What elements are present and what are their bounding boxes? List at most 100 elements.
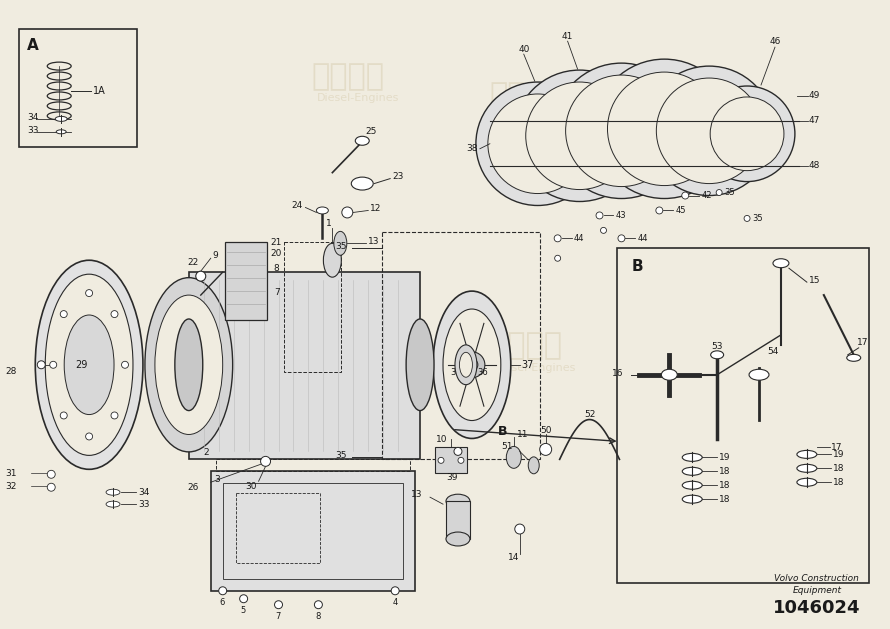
Text: 43: 43: [616, 211, 626, 220]
Ellipse shape: [446, 532, 470, 546]
Text: 32: 32: [5, 482, 17, 491]
Ellipse shape: [488, 94, 587, 194]
Text: 4: 4: [392, 598, 398, 607]
Ellipse shape: [514, 70, 645, 201]
Text: Diesel-Engines: Diesel-Engines: [494, 112, 577, 122]
Circle shape: [274, 601, 282, 609]
Text: Diesel-Engines: Diesel-Engines: [317, 344, 400, 354]
Circle shape: [85, 289, 93, 297]
Ellipse shape: [459, 352, 473, 377]
Text: 10: 10: [436, 435, 448, 444]
Text: 17: 17: [830, 443, 842, 452]
Bar: [382, 232, 539, 459]
Ellipse shape: [506, 447, 522, 469]
Circle shape: [438, 457, 444, 464]
Text: 24: 24: [291, 201, 303, 210]
Text: 37: 37: [522, 360, 534, 370]
Circle shape: [459, 352, 485, 378]
Text: 54: 54: [767, 347, 779, 357]
Text: 13: 13: [410, 490, 422, 499]
Circle shape: [111, 311, 118, 318]
Bar: [435, 447, 467, 473]
Text: 16: 16: [612, 369, 623, 378]
Ellipse shape: [406, 319, 434, 411]
Circle shape: [466, 359, 478, 370]
Ellipse shape: [773, 259, 789, 268]
Text: 35: 35: [335, 451, 346, 460]
Ellipse shape: [476, 82, 600, 206]
Bar: [20, 30, 137, 147]
Circle shape: [716, 189, 722, 196]
Text: 25: 25: [365, 127, 376, 136]
Text: 33: 33: [28, 126, 39, 135]
Circle shape: [47, 483, 55, 491]
Ellipse shape: [554, 63, 689, 199]
Ellipse shape: [846, 354, 861, 361]
Text: 紧发动力: 紧发动力: [45, 331, 118, 360]
Text: 50: 50: [540, 426, 552, 435]
Ellipse shape: [446, 494, 470, 508]
Circle shape: [744, 216, 750, 221]
Text: 8: 8: [274, 264, 279, 273]
Ellipse shape: [797, 450, 817, 459]
Text: 46: 46: [769, 36, 781, 46]
Bar: [618, 248, 869, 583]
Circle shape: [514, 524, 525, 534]
Text: 42: 42: [701, 191, 712, 200]
Ellipse shape: [334, 231, 347, 255]
Text: Diesel-Engines: Diesel-Engines: [317, 94, 400, 103]
Ellipse shape: [710, 97, 784, 170]
Text: A: A: [28, 38, 39, 53]
Circle shape: [219, 587, 227, 595]
Text: 紧发动力: 紧发动力: [312, 313, 384, 342]
Text: 36: 36: [450, 368, 461, 377]
Text: Diesel-Engines: Diesel-Engines: [51, 363, 134, 373]
Ellipse shape: [656, 78, 762, 184]
Text: 18: 18: [833, 478, 845, 487]
Text: 33: 33: [138, 499, 150, 509]
Circle shape: [392, 587, 399, 595]
Ellipse shape: [711, 351, 724, 359]
Text: 18: 18: [719, 494, 731, 504]
Text: 35: 35: [752, 214, 763, 223]
Text: 12: 12: [370, 204, 382, 213]
Circle shape: [554, 255, 561, 261]
Ellipse shape: [323, 243, 342, 277]
Text: B: B: [631, 259, 643, 274]
Text: 30: 30: [245, 482, 256, 491]
Text: 44: 44: [637, 234, 648, 243]
Text: 1A: 1A: [93, 86, 106, 96]
Text: 27: 27: [178, 360, 190, 370]
Ellipse shape: [355, 136, 369, 145]
Ellipse shape: [683, 467, 702, 476]
Circle shape: [596, 212, 603, 219]
Ellipse shape: [174, 319, 203, 411]
Circle shape: [111, 412, 118, 419]
Ellipse shape: [443, 309, 501, 421]
Text: 21: 21: [271, 238, 282, 247]
Text: 48: 48: [809, 161, 821, 170]
Circle shape: [314, 601, 322, 609]
Circle shape: [61, 311, 68, 318]
Circle shape: [196, 271, 206, 281]
Text: 6: 6: [220, 598, 225, 607]
Text: 34: 34: [138, 487, 150, 497]
Circle shape: [261, 457, 271, 466]
Circle shape: [122, 361, 128, 368]
Text: 18: 18: [833, 464, 845, 473]
Text: 49: 49: [809, 91, 821, 101]
Bar: [236, 493, 320, 563]
Text: 11: 11: [517, 430, 529, 439]
Ellipse shape: [526, 82, 634, 189]
Text: 44: 44: [573, 234, 584, 243]
Text: 53: 53: [711, 342, 723, 352]
Text: 紧发动力: 紧发动力: [490, 331, 562, 360]
Text: 7: 7: [274, 287, 279, 297]
Text: 紧发动力: 紧发动力: [490, 81, 562, 110]
Circle shape: [85, 433, 93, 440]
Ellipse shape: [797, 478, 817, 486]
Text: 2: 2: [203, 448, 209, 457]
Ellipse shape: [56, 130, 66, 134]
Text: 47: 47: [809, 116, 821, 125]
Text: 38: 38: [466, 144, 478, 153]
